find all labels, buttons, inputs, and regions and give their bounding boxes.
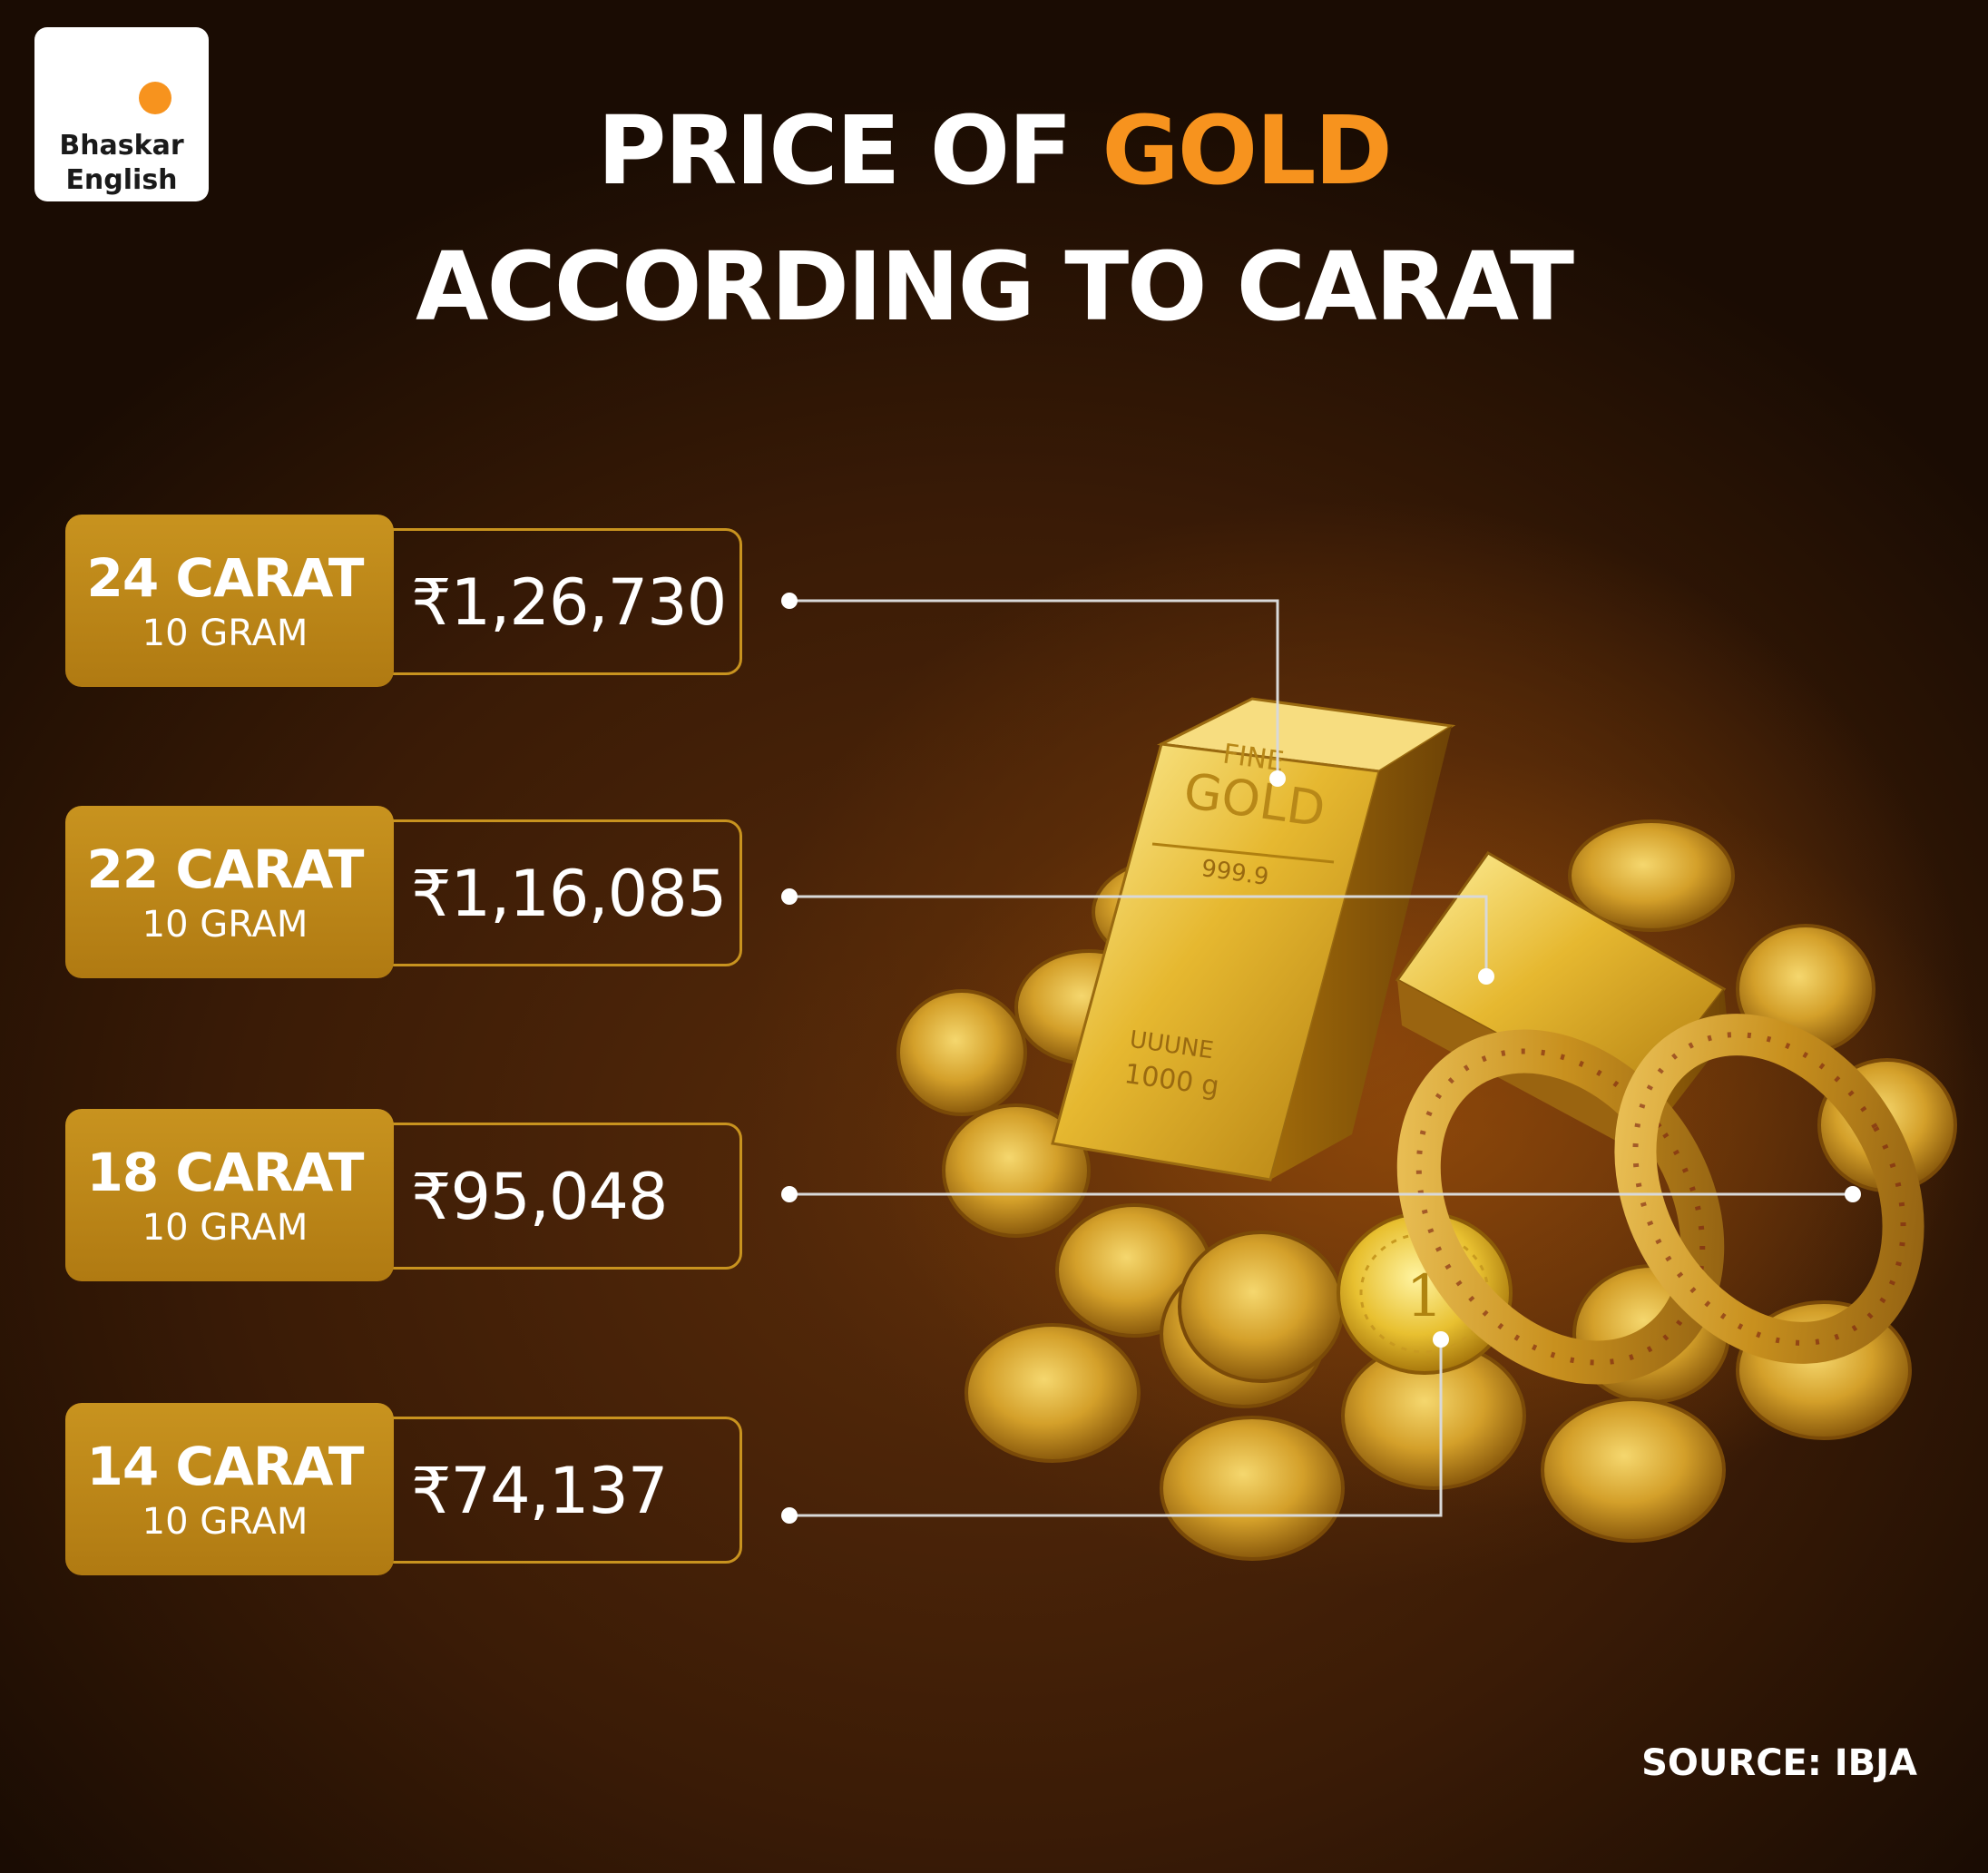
- price-box: ₹95,048: [356, 1123, 742, 1270]
- logo-text: Bhaskar English: [34, 129, 209, 198]
- unit-label: 10 GRAM: [142, 1501, 308, 1543]
- carat-label-box: 14 CARAT 10 GRAM: [65, 1403, 394, 1575]
- connector-dots: [781, 593, 1861, 1524]
- dot-icon: [1845, 1186, 1861, 1202]
- coin-icon: [1541, 1397, 1726, 1543]
- dot-icon: [781, 1186, 798, 1202]
- price-row-14-carat: 14 CARAT 10 GRAM ₹74,137: [65, 1403, 742, 1575]
- coin-icon: [1568, 819, 1735, 932]
- price-value: ₹74,137: [411, 1454, 668, 1528]
- page-title-line1: PRICE OF GOLD: [0, 95, 1988, 206]
- carat-label-box: 22 CARAT 10 GRAM: [65, 806, 394, 978]
- coin-icon: [942, 1103, 1091, 1238]
- dot-icon: [781, 593, 798, 609]
- coin-icon: [1160, 1416, 1345, 1561]
- price-row-24-carat: 24 CARAT 10 GRAM ₹1,26,730: [65, 515, 742, 687]
- price-box: ₹1,16,085: [356, 819, 742, 966]
- front-coins: 1: [1178, 1211, 1513, 1383]
- large-gold-bar: FINE GOLD 999.9 UUUNE 1000 g: [1051, 697, 1456, 1182]
- carat-label-box: 24 CARAT 10 GRAM: [65, 515, 394, 687]
- unit-label: 10 GRAM: [142, 613, 308, 654]
- price-value: ₹1,16,085: [411, 857, 727, 931]
- connector-24: [789, 599, 1279, 779]
- unit-label: 10 GRAM: [142, 1207, 308, 1249]
- dot-icon: [781, 888, 798, 905]
- connector-22: [789, 895, 1488, 976]
- page-title-line2: ACCORDING TO CARAT: [415, 231, 1574, 342]
- price-value: ₹1,26,730: [411, 565, 727, 640]
- source-credit: SOURCE: IBJA: [1641, 1742, 1917, 1784]
- coin-icon: [896, 989, 1027, 1116]
- logo-line2: English: [65, 164, 178, 196]
- price-box: ₹74,137: [356, 1417, 742, 1564]
- dot-icon: [781, 1507, 798, 1524]
- dot-icon: [1269, 770, 1286, 787]
- title-prefix: PRICE OF: [597, 95, 1102, 206]
- connector-lines: [789, 599, 1853, 1517]
- bangles: [1396, 1014, 1924, 1385]
- carat-label: 14 CARAT: [86, 1436, 365, 1497]
- price-row-18-carat: 18 CARAT 10 GRAM ₹95,048: [65, 1109, 742, 1281]
- coin-icon: [1178, 1231, 1345, 1383]
- carat-label: 24 CARAT: [86, 547, 365, 609]
- carat-label: 18 CARAT: [86, 1142, 365, 1203]
- connector-14: [789, 1339, 1443, 1517]
- coin-icon: [965, 1323, 1141, 1463]
- logo-dot-icon: [139, 82, 171, 114]
- unit-label: 10 GRAM: [142, 904, 308, 946]
- dot-icon: [1433, 1331, 1449, 1348]
- title-highlight: GOLD: [1102, 95, 1392, 206]
- carat-label-box: 18 CARAT 10 GRAM: [65, 1109, 394, 1281]
- carat-label: 22 CARAT: [86, 838, 365, 900]
- dot-icon: [1478, 968, 1494, 985]
- logo-line1: Bhaskar: [59, 130, 184, 162]
- brand-logo: Bhaskar English: [34, 27, 209, 201]
- price-box: ₹1,26,730: [356, 528, 742, 675]
- price-value: ₹95,048: [411, 1160, 668, 1234]
- price-row-22-carat: 22 CARAT 10 GRAM ₹1,16,085: [65, 806, 742, 978]
